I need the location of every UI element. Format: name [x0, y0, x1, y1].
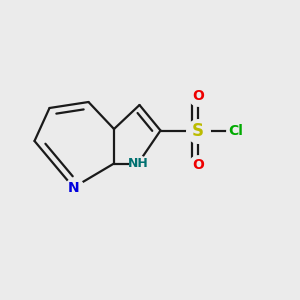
Text: S: S — [192, 122, 204, 140]
Text: O: O — [192, 89, 204, 103]
Text: N: N — [68, 181, 79, 194]
Text: O: O — [192, 158, 204, 172]
Text: Cl: Cl — [228, 124, 243, 137]
Text: NH: NH — [128, 157, 148, 170]
